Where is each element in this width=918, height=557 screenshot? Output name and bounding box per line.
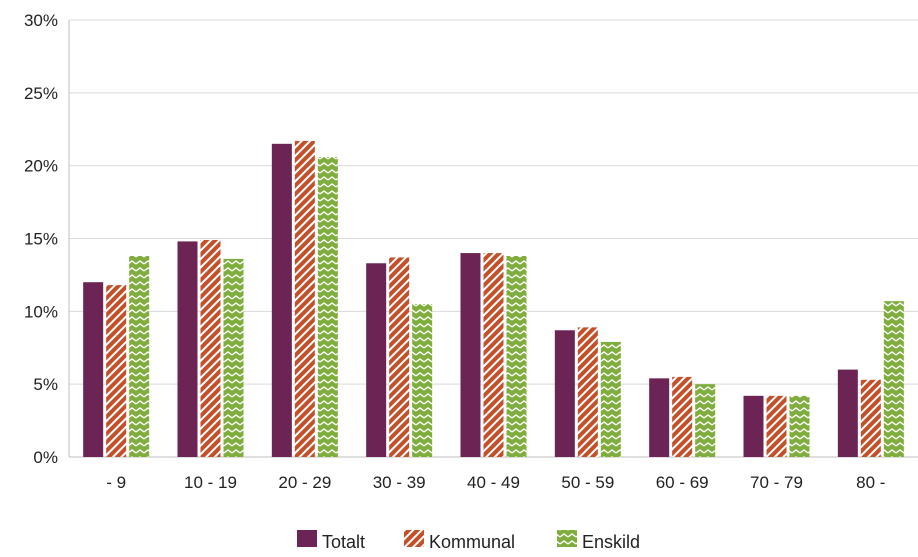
bar-enskild-0 [129, 255, 150, 457]
bar-totalt-6 [649, 378, 670, 457]
bar-kommunal-6 [672, 376, 693, 457]
y-tick-label: 30% [24, 11, 58, 30]
bar-kommunal-1 [200, 239, 221, 457]
bar-kommunal-5 [577, 327, 598, 457]
bar-kommunal-7 [766, 395, 787, 457]
legend: Totalt Kommunal Enskild [297, 530, 640, 552]
x-axis: - 9 10 - 19 20 - 29 30 - 39 40 - 49 50 - 59 60… [106, 473, 885, 492]
bar-enskild-8 [883, 301, 904, 457]
y-tick-label: 5% [33, 375, 58, 394]
x-tick-label: 40 - 49 [467, 473, 520, 492]
legend-label-kommunal: Kommunal [429, 532, 515, 552]
bar-enskild-3 [412, 304, 433, 457]
bar-kommunal-0 [106, 285, 127, 457]
x-tick-label: 30 - 39 [373, 473, 426, 492]
x-tick-label: 50 - 59 [561, 473, 614, 492]
legend-label-totalt: Totalt [322, 532, 365, 552]
bars [83, 140, 904, 458]
y-tick-label: 15% [24, 230, 58, 249]
y-tick-label: 10% [24, 302, 58, 321]
bar-totalt-0 [83, 282, 104, 457]
y-tick-label: 25% [24, 84, 58, 103]
legend-swatch-kommunal [404, 530, 424, 547]
bar-totalt-7 [743, 395, 764, 457]
bar-enskild-2 [317, 156, 338, 457]
y-tick-label: 20% [24, 157, 58, 176]
bar-totalt-1 [177, 241, 198, 457]
bar-kommunal-3 [389, 257, 410, 457]
bar-totalt-5 [554, 330, 575, 457]
x-tick-label: 70 - 79 [750, 473, 803, 492]
legend-swatch-totalt [297, 530, 317, 547]
bar-totalt-8 [837, 369, 858, 457]
x-tick-label: 20 - 29 [278, 473, 331, 492]
legend-label-enskild: Enskild [582, 532, 640, 552]
x-tick-label: 60 - 69 [656, 473, 709, 492]
y-axis: 0% 5% 10% 15% 20% 25% 30% [24, 11, 58, 467]
bar-enskild-5 [600, 341, 621, 457]
bar-enskild-7 [789, 395, 810, 457]
bar-enskild-4 [506, 255, 527, 457]
bar-enskild-1 [223, 258, 244, 457]
bar-totalt-2 [271, 143, 292, 458]
x-tick-label: 80 - [856, 473, 885, 492]
bar-totalt-4 [460, 253, 481, 457]
bar-enskild-6 [695, 384, 716, 457]
legend-swatch-enskild [557, 530, 577, 547]
y-tick-label: 0% [33, 448, 58, 467]
bar-totalt-3 [366, 263, 387, 457]
x-tick-label: - 9 [106, 473, 126, 492]
bar-kommunal-4 [483, 253, 504, 457]
bar-kommunal-2 [294, 140, 315, 458]
x-tick-label: 10 - 19 [184, 473, 237, 492]
bar-kommunal-8 [860, 379, 881, 457]
